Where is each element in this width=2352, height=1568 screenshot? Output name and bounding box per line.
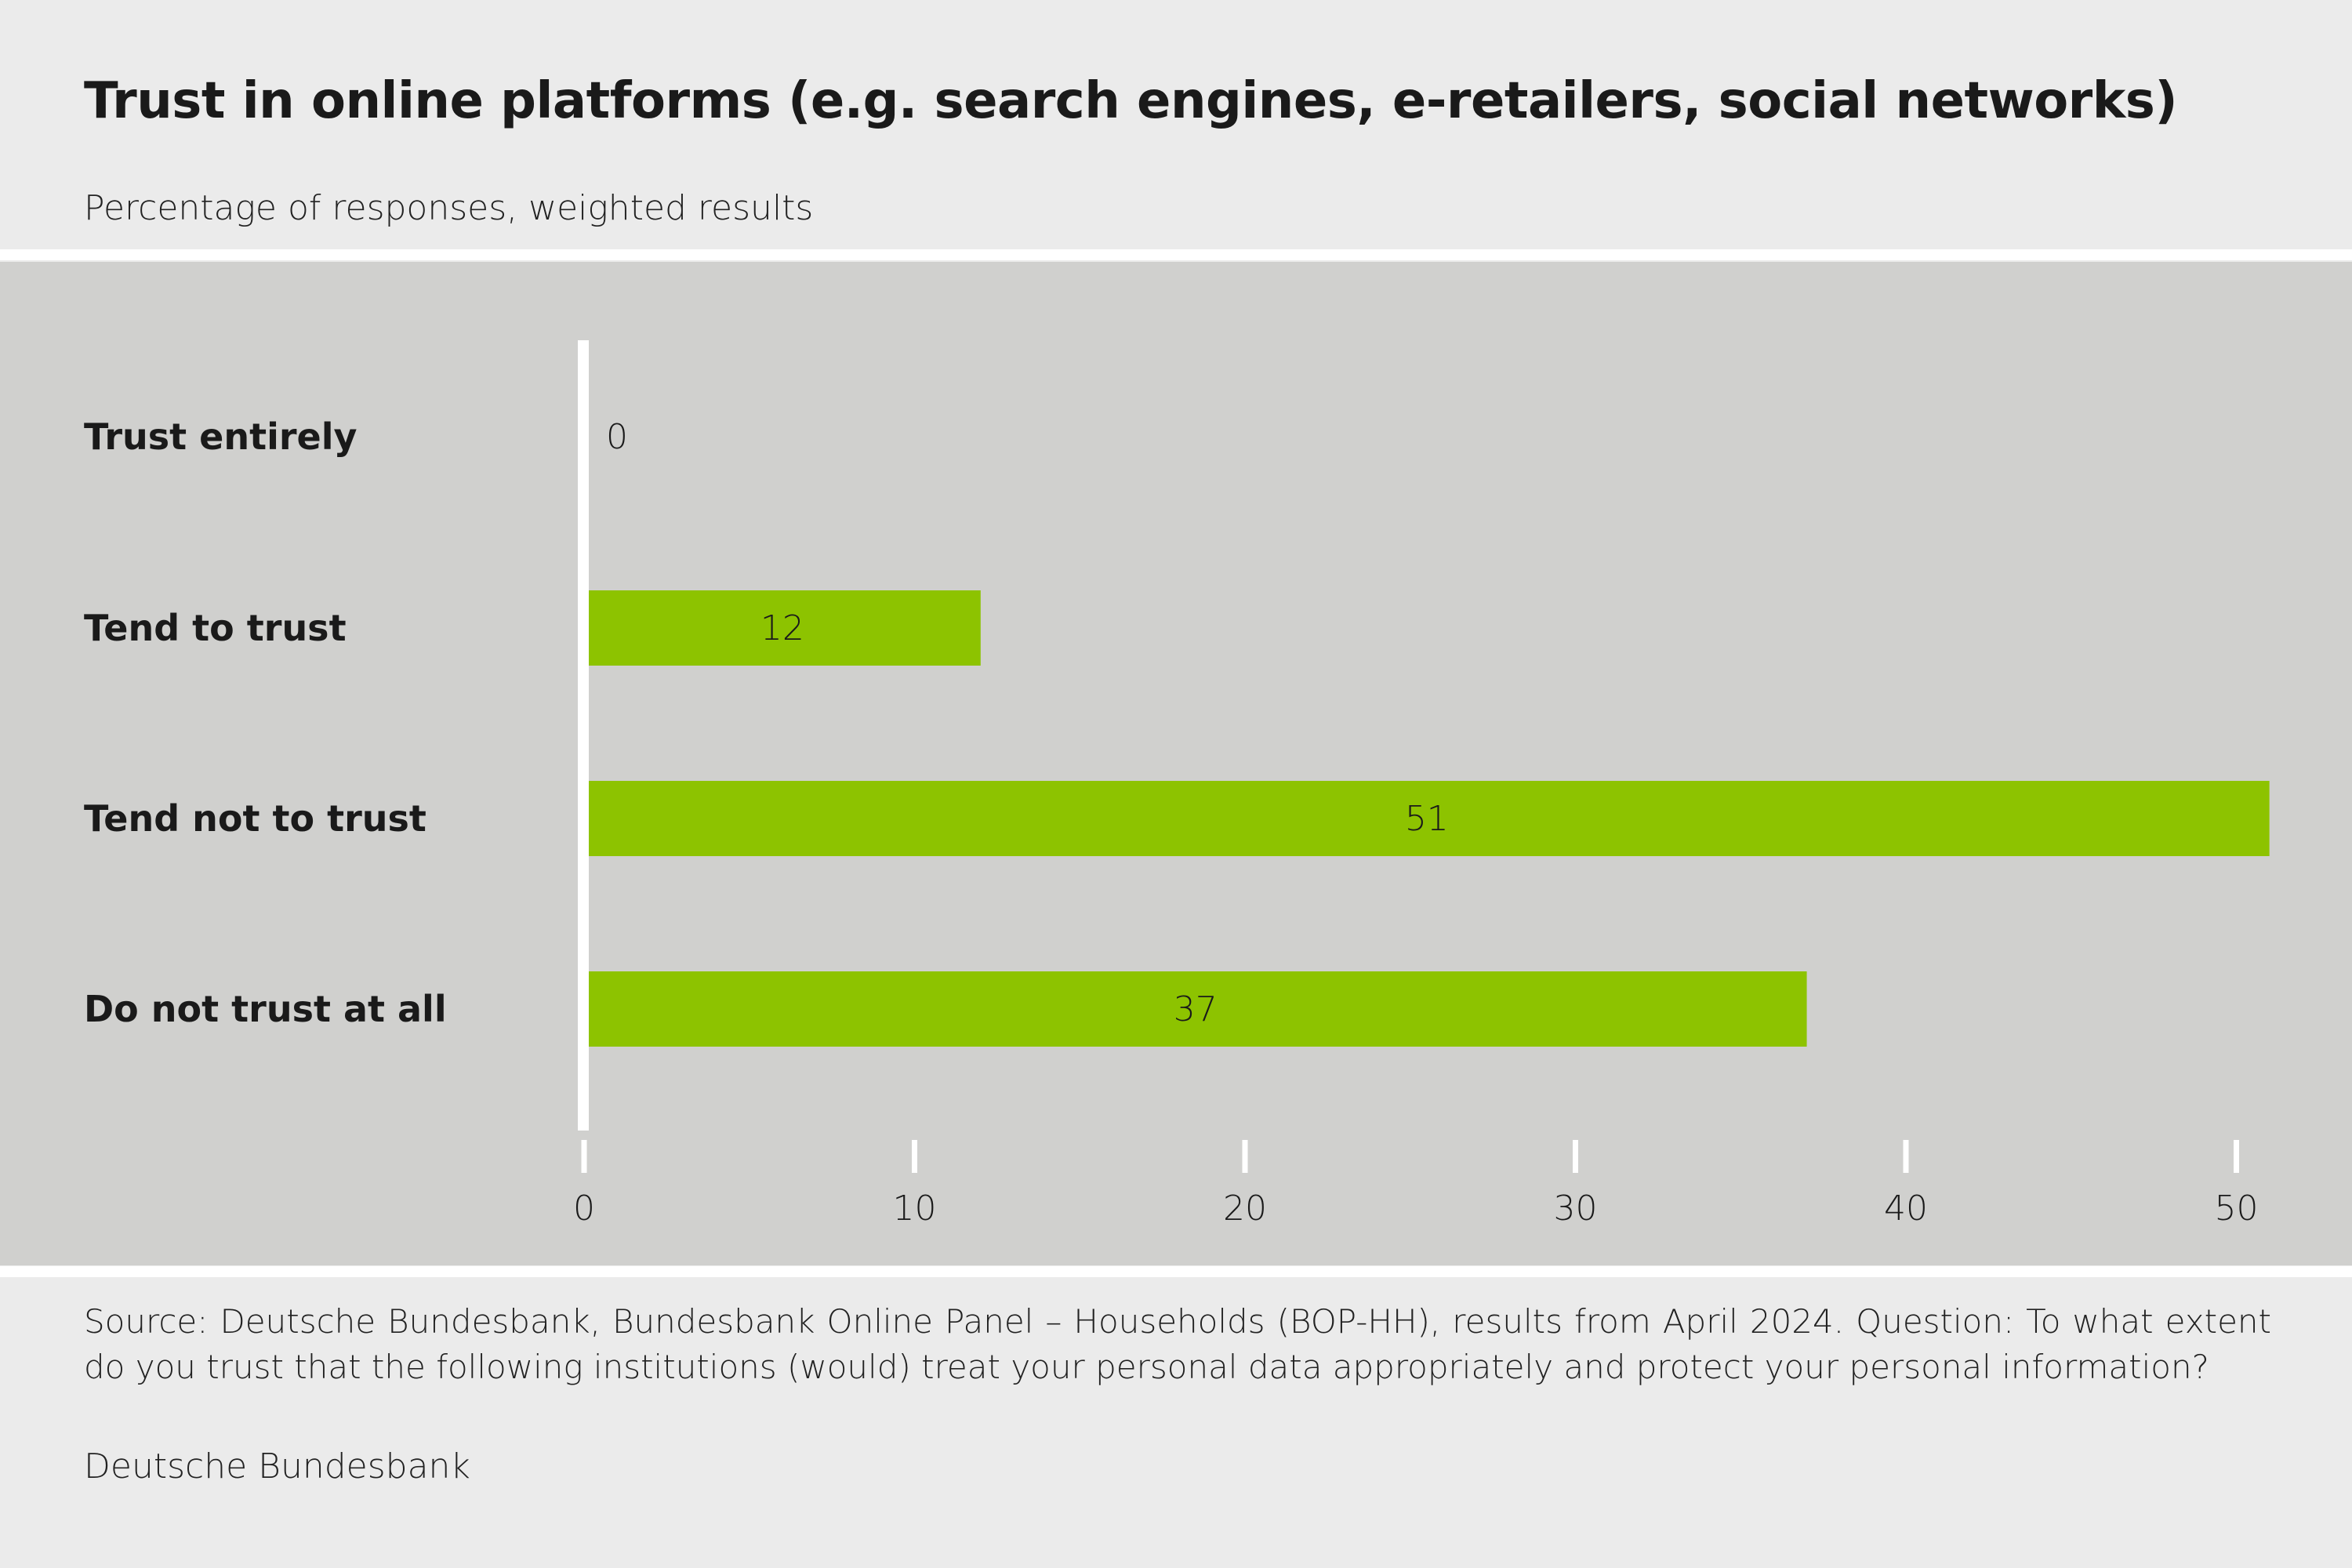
- source-note: Source: Deutsche Bundesbank, Bundesbank …: [84, 1302, 2271, 1386]
- category-label: Tend to trust: [84, 607, 347, 649]
- publisher-credit: Deutsche Bundesbank: [84, 1446, 470, 1486]
- x-tick: [581, 1140, 587, 1173]
- bar-value-label: 37: [1174, 989, 1218, 1029]
- bar-value-label: 12: [760, 608, 804, 648]
- top-divider: [0, 249, 2352, 260]
- chart-footer: Source: Deutsche Bundesbank, Bundesbank …: [0, 1279, 2352, 1568]
- chart-title: Trust in online platforms (e.g. search e…: [84, 72, 2178, 130]
- x-tick: [2234, 1140, 2239, 1173]
- bar: [584, 590, 981, 666]
- x-tick-label: 10: [893, 1189, 937, 1229]
- category-label: Do not trust at all: [84, 988, 447, 1030]
- x-tick: [912, 1140, 917, 1173]
- bar: [584, 971, 1807, 1047]
- x-tick: [1242, 1140, 1248, 1173]
- bar: [584, 781, 2270, 856]
- category-label: Tend not to trust: [84, 797, 426, 840]
- x-tick-label: 30: [1554, 1189, 1598, 1229]
- x-tick-label: 20: [1223, 1189, 1267, 1229]
- y-axis-line: [578, 340, 589, 1131]
- chart-header: Trust in online platforms (e.g. search e…: [0, 0, 2352, 248]
- bar-value-label: 0: [606, 417, 628, 457]
- x-tick-label: 0: [573, 1189, 595, 1229]
- category-label: Trust entirely: [84, 416, 358, 458]
- bottom-divider: [0, 1266, 2352, 1277]
- x-tick-label: 40: [1884, 1189, 1928, 1229]
- bar-chart: 0 12 51 37 0 10 20 30 40 50: [573, 340, 2270, 1229]
- x-tick: [1903, 1140, 1909, 1173]
- plot-area: Trust entirely Tend to trust Tend not to t…: [0, 262, 2352, 1265]
- chart-subtitle: Percentage of responses, weighted result…: [84, 188, 814, 228]
- x-tick: [1573, 1140, 1578, 1173]
- bar-value-label: 51: [1405, 799, 1449, 839]
- x-tick-label: 50: [2215, 1189, 2259, 1229]
